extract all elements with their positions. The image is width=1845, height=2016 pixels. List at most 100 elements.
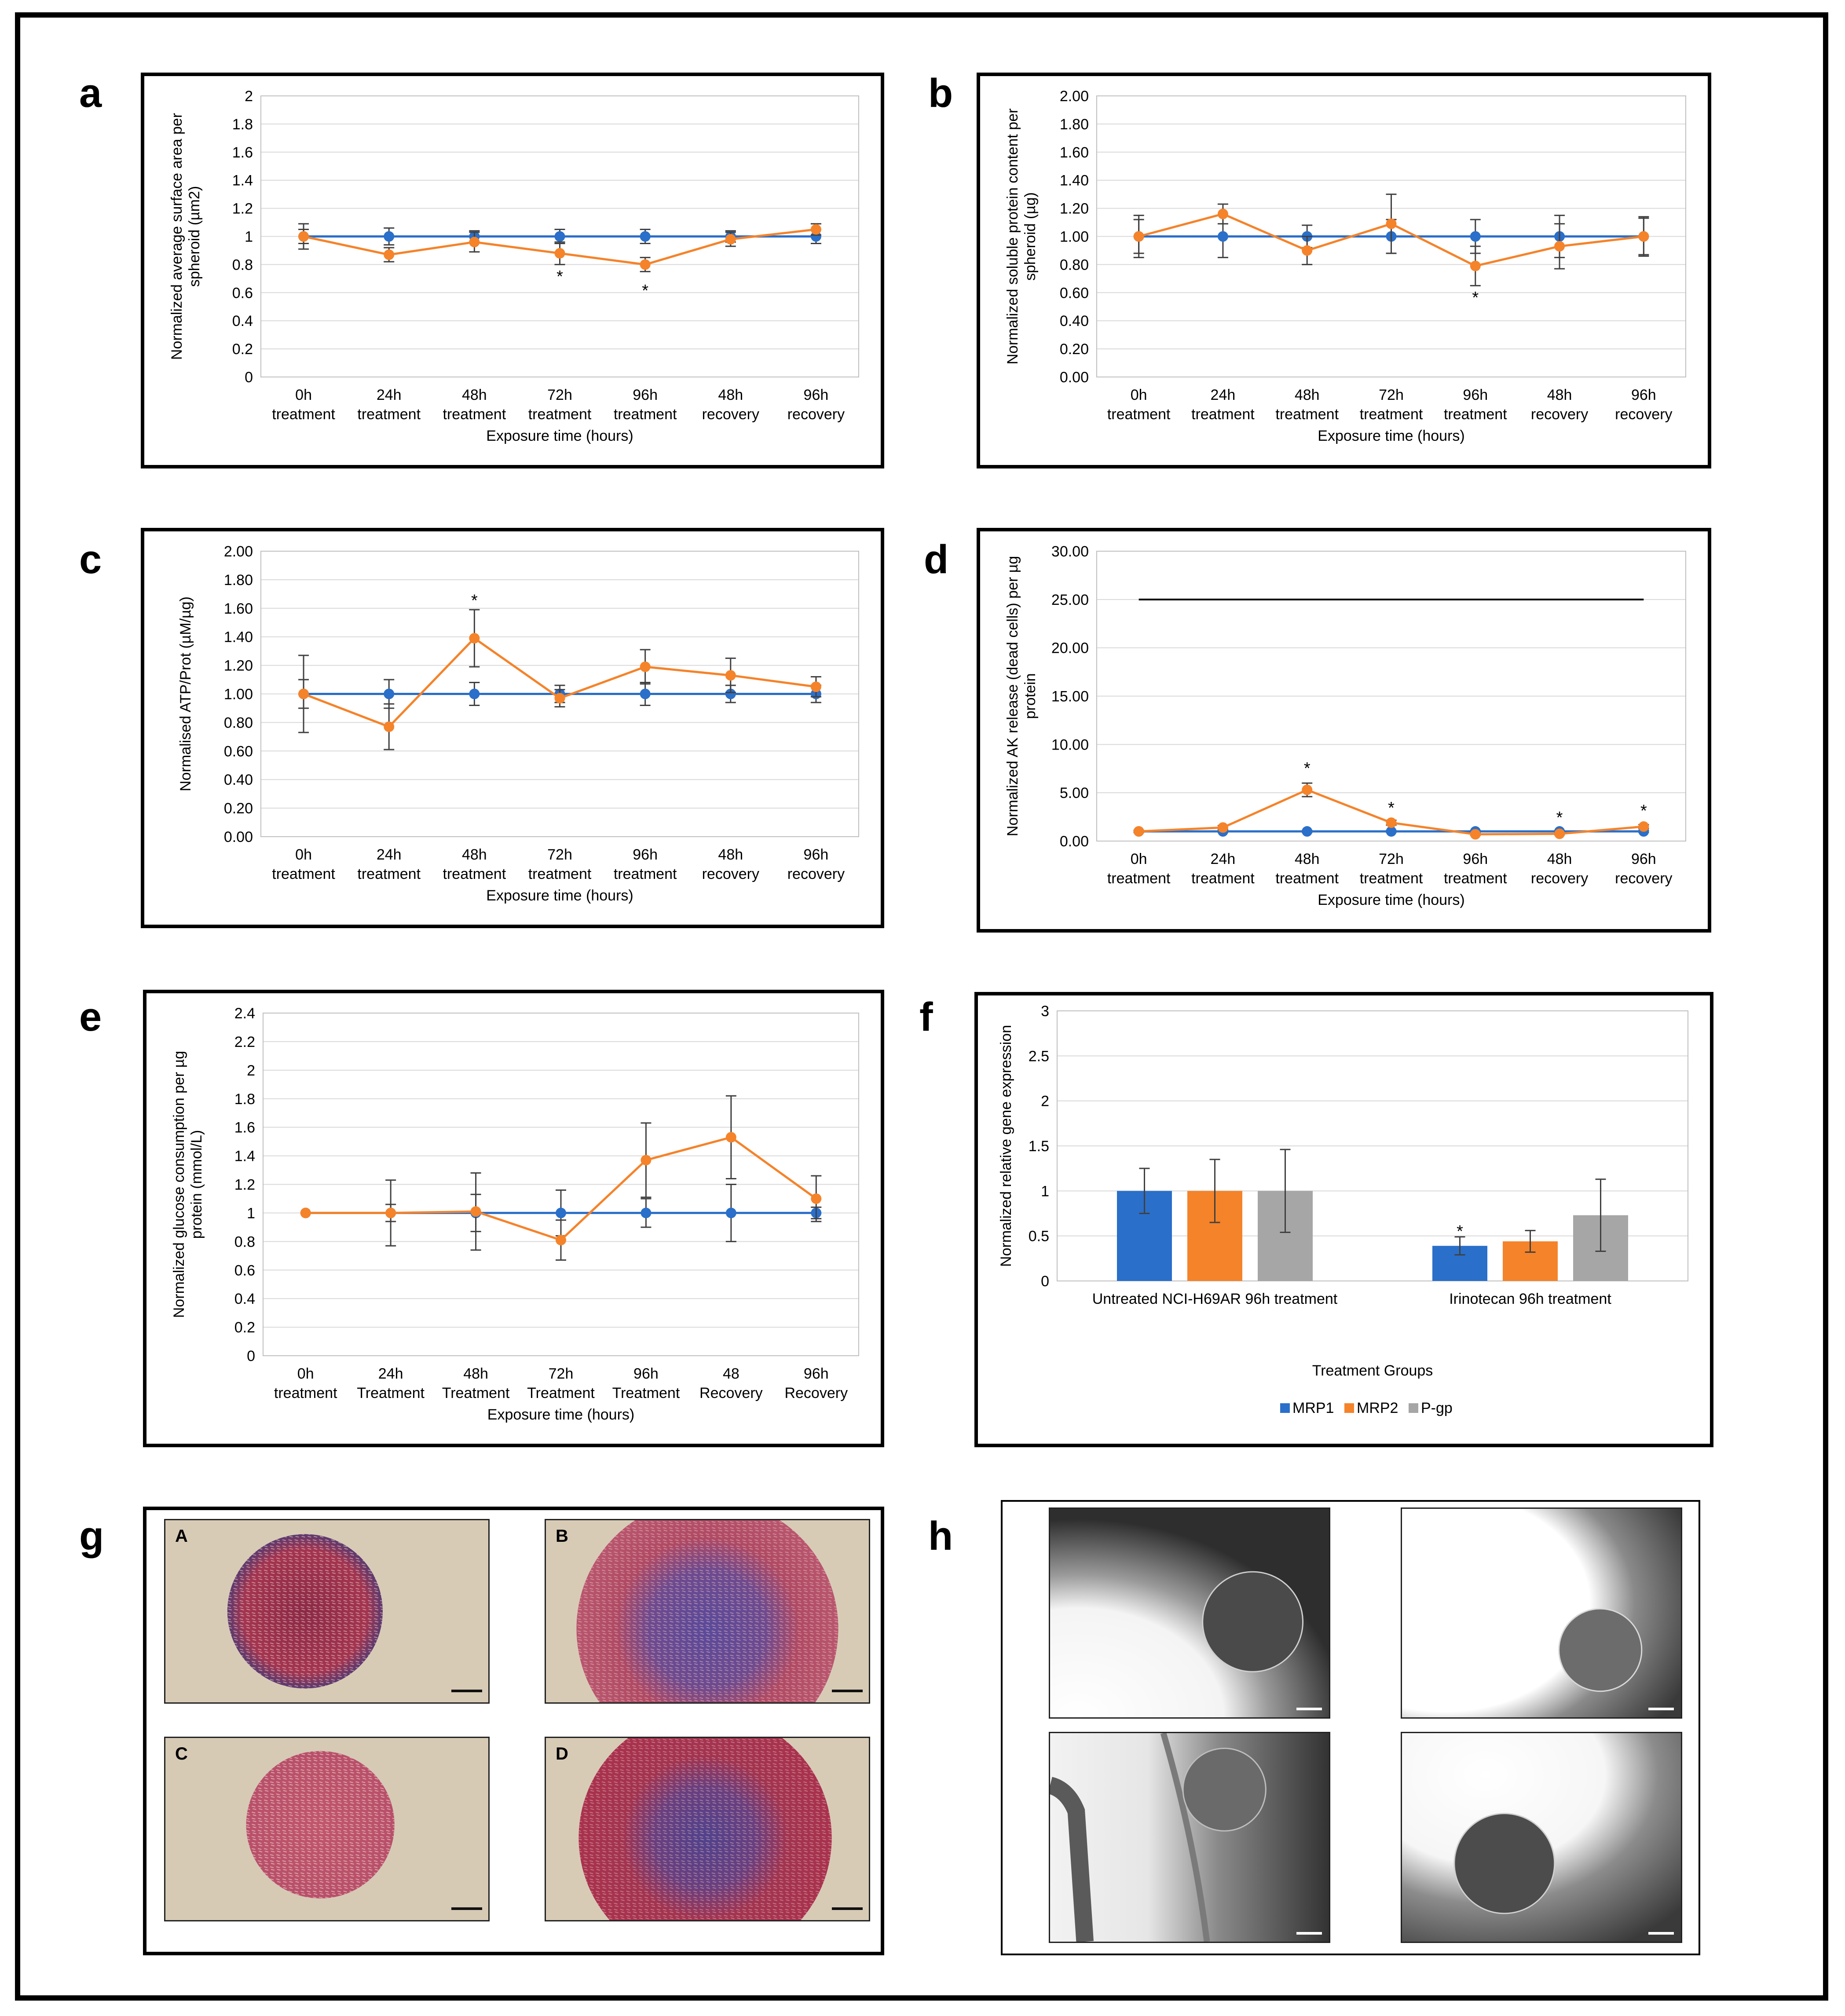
x-tick-label: treatment [1275, 870, 1339, 887]
y-tick-label: 1.60 [224, 600, 253, 617]
chart-panel-b: 0.00 0.20 0.40 0.60 0.80 1.00 1.20 1.40 1.60 1.80… [977, 73, 1711, 468]
data-point-treated [1302, 245, 1313, 256]
x-tick-label: Untreated NCI-H69AR 96h treatment [1092, 1291, 1338, 1307]
x-tick-label: Treatment [442, 1385, 510, 1401]
legend-swatch-MRP2 [1344, 1403, 1354, 1413]
x-tick-label: recovery [702, 866, 759, 882]
significance-marker: * [556, 267, 563, 286]
data-point-treated [725, 234, 736, 245]
x-tick-label: treatment [443, 406, 506, 423]
chart-panel-e: 0 0.2 0.4 0.6 0.8 1 1.2 1.4 1.6 1.8 2 2.2 2.4 Normali… [143, 990, 884, 1447]
y-tick-label: 1.8 [232, 116, 253, 133]
y-tick-label: 1.80 [224, 572, 253, 589]
x-tick-label: 0h [1131, 851, 1147, 867]
legend-label: MRP1 [1292, 1400, 1334, 1416]
data-point-treated [556, 1235, 566, 1246]
legend-label: P-gp [1421, 1400, 1453, 1416]
figure-frame [15, 12, 1828, 2001]
microscopy-image-b: B [1401, 1507, 1682, 1719]
y-tick-label: 0 [247, 1348, 255, 1365]
data-point-treated [1554, 828, 1565, 839]
chart-panel-a: 0 0.2 0.4 0.6 0.8 1 1.2 1.4 1.6 1.8 2 Normalized av… [141, 73, 884, 468]
image-letter: A [175, 1526, 188, 1546]
y-axis-title: Normalized AK release (dead cells) per µ… [1004, 556, 1021, 837]
x-axis-title: Treatment Groups [1312, 1362, 1433, 1379]
x-tick-label: Irinotecan 96h treatment [1449, 1291, 1611, 1307]
x-tick-label: treatment [1360, 406, 1423, 423]
chart-panel-d: 0.00 5.00 10.00 15.00 20.00 25.00 30.00 Normali… [977, 528, 1711, 933]
significance-marker: * [1457, 1222, 1463, 1240]
plot-area [1096, 551, 1686, 842]
x-tick-label: 96h [1463, 387, 1488, 403]
data-point-control [640, 231, 651, 242]
scale-bar [1648, 1932, 1674, 1935]
chart-svg-c: 0.00 0.20 0.40 0.60 0.80 1.00 1.20 1.40 1.60 1.80… [177, 543, 859, 904]
y-tick-label: 0.40 [1060, 313, 1089, 329]
data-point-treated [298, 688, 309, 699]
data-point-treated [384, 249, 395, 260]
scale-bar [1648, 1708, 1674, 1710]
data-point-treated [470, 1206, 481, 1217]
scale-bar [832, 1690, 863, 1692]
x-tick-label: 48h [462, 846, 487, 863]
y-tick-label: 30.00 [1051, 543, 1089, 560]
x-tick-label: treatment [1191, 406, 1255, 423]
y-tick-label: 2 [1041, 1093, 1049, 1110]
legend-swatch-P-gp [1409, 1403, 1418, 1413]
x-tick-label: Treatment [357, 1385, 425, 1401]
chart-svg-d: 0.00 5.00 10.00 15.00 20.00 25.00 30.00 Normali… [1004, 543, 1686, 908]
panel-label-c: c [79, 537, 102, 582]
x-tick-label: 96h [633, 387, 658, 403]
x-tick-label: 0h [297, 1365, 314, 1382]
y-tick-label: 0.00 [1060, 369, 1089, 386]
y-tick-label: 0.6 [232, 285, 253, 301]
y-tick-label: 1.5 [1029, 1138, 1049, 1155]
x-tick-label: Treatment [527, 1385, 595, 1401]
data-point-control [384, 688, 395, 699]
y-tick-label: 0.80 [1060, 256, 1089, 273]
data-point-treated [1302, 784, 1313, 795]
x-tick-label: 96h [1631, 851, 1656, 867]
data-point-treated [725, 670, 736, 681]
x-axis-title: Exposure time (hours) [1318, 428, 1464, 444]
y-tick-label: 0.4 [234, 1291, 255, 1307]
y-tick-label: 0.5 [1029, 1228, 1049, 1245]
data-point-treated [300, 1207, 311, 1218]
significance-marker: * [1304, 759, 1311, 778]
data-point-treated [554, 693, 565, 704]
y-tick-label: 0.4 [232, 313, 253, 329]
panel-label-a: a [79, 71, 102, 116]
y-tick-label: 1.4 [234, 1148, 255, 1165]
significance-marker: * [642, 282, 648, 300]
scale-bar [451, 1690, 482, 1692]
image-panel-h: A B C [1001, 1500, 1700, 1955]
x-tick-label: treatment [272, 406, 335, 423]
significance-marker: * [1640, 802, 1647, 820]
x-tick-label: treatment [274, 1385, 337, 1401]
x-tick-label: treatment [1107, 406, 1171, 423]
plot-area [260, 95, 859, 377]
legend-label: MRP2 [1357, 1400, 1398, 1416]
y-axis-title: Normalized average surface area per [168, 113, 185, 360]
significance-marker: * [1472, 289, 1479, 307]
x-tick-label: recovery [1615, 406, 1672, 423]
y-tick-label: 1.80 [1060, 116, 1089, 133]
microscopy-image-c: C [1049, 1732, 1330, 1943]
x-tick-label: treatment [1360, 870, 1423, 887]
y-axis-title: spheroid (µg) [1022, 192, 1039, 281]
significance-marker: * [471, 591, 478, 610]
x-tick-label: 96h [804, 846, 829, 863]
data-point-treated [384, 721, 395, 732]
y-tick-label: 1.20 [1060, 201, 1089, 217]
data-point-control [1217, 231, 1228, 242]
y-tick-label: 0.80 [224, 714, 253, 731]
x-tick-label: recovery [702, 406, 759, 423]
microscopy-image-a: A [1049, 1507, 1330, 1719]
data-point-control [556, 1207, 566, 1218]
x-tick-label: recovery [1531, 870, 1588, 887]
x-tick-label: treatment [1275, 406, 1339, 423]
y-tick-label: 0.6 [234, 1262, 255, 1279]
x-tick-label: 24h [377, 387, 402, 403]
data-point-control [641, 1207, 652, 1218]
scale-bar [1296, 1708, 1322, 1710]
